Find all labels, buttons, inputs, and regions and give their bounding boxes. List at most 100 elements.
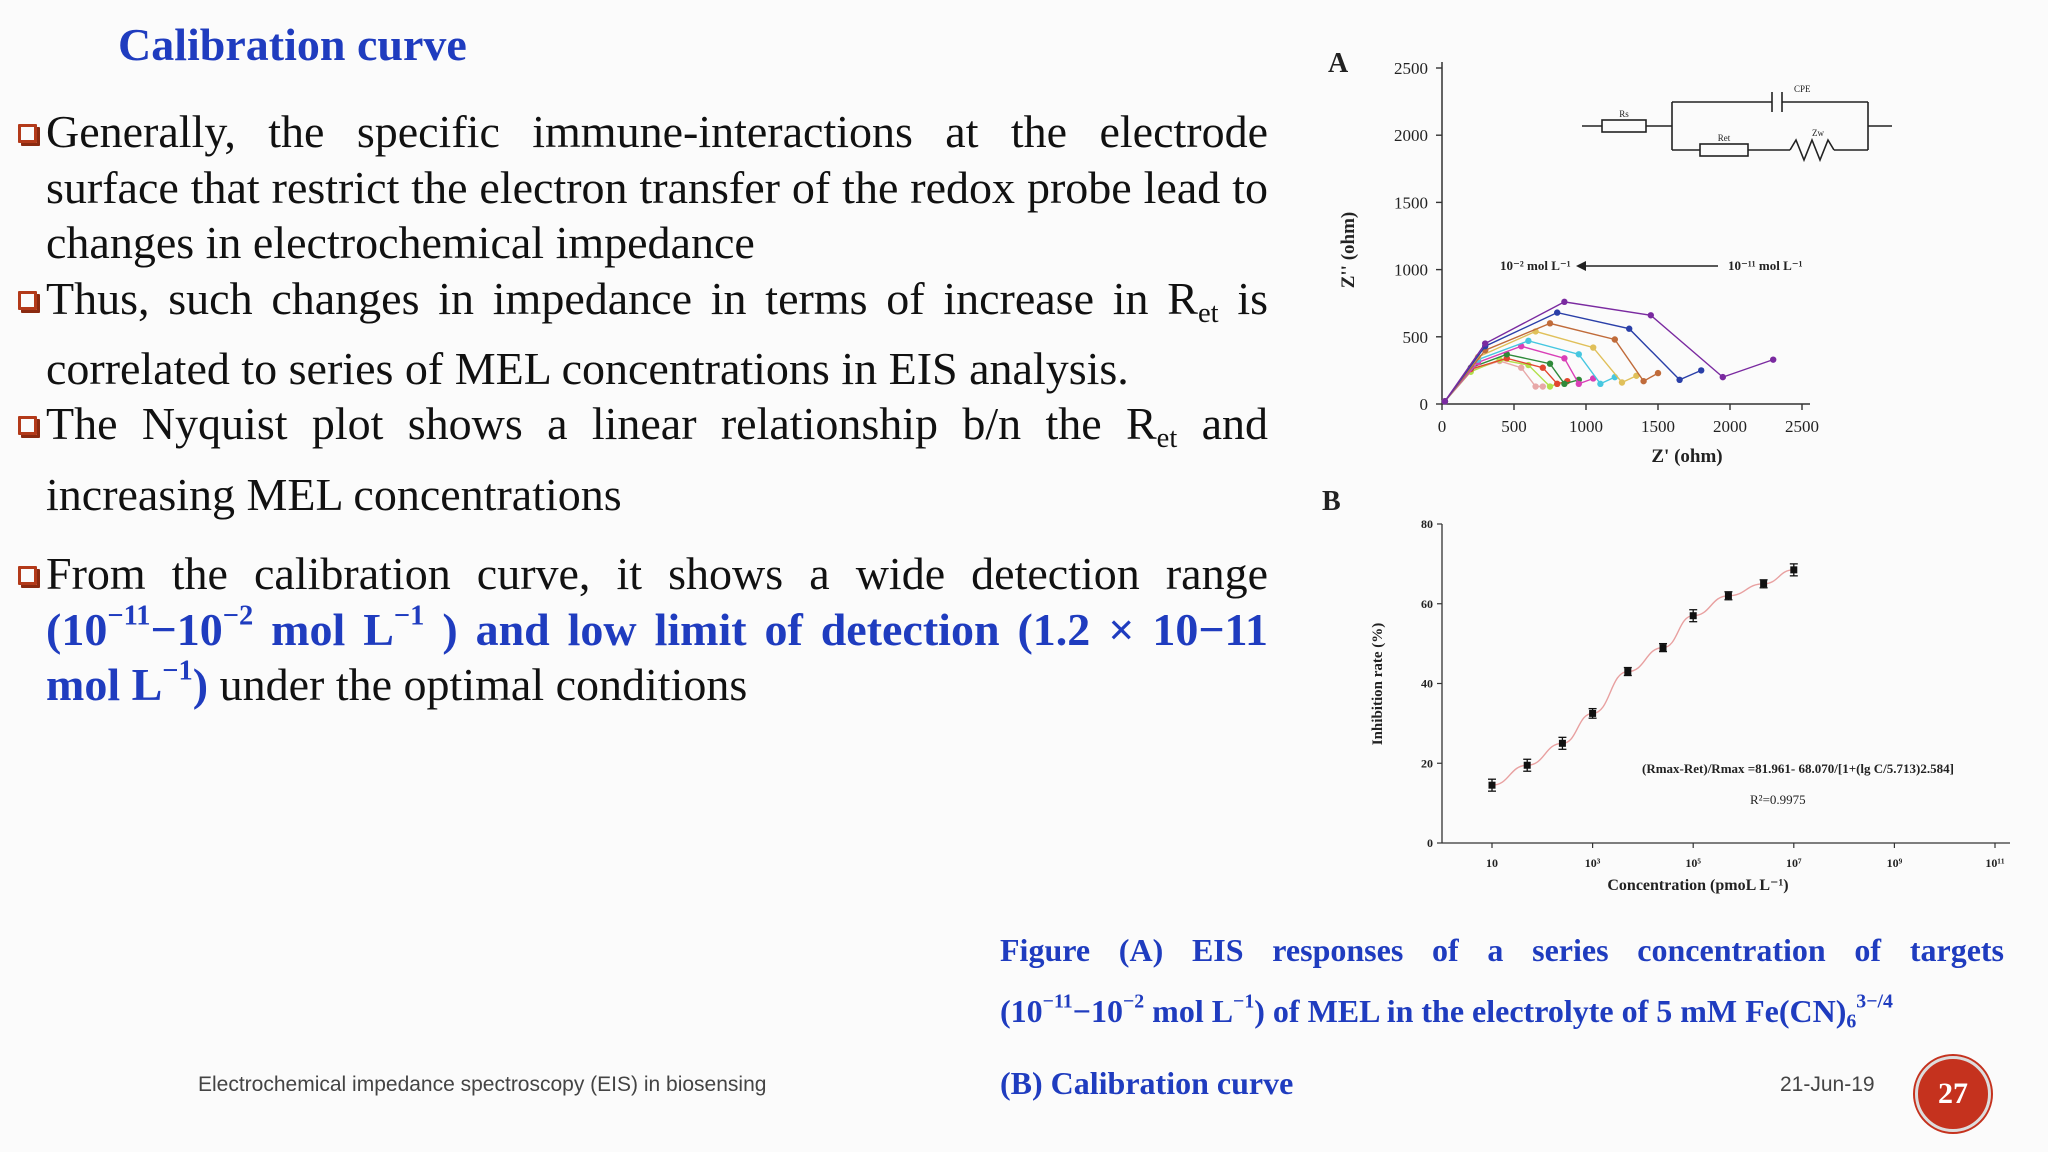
square-bullet-icon: [18, 566, 37, 586]
calibration-x-tick-label: 10: [1486, 856, 1498, 870]
nyquist-data-point: [1698, 367, 1705, 374]
nyquist-data-point: [1482, 340, 1489, 347]
bullet-text: Generally, the specific immune-interacti…: [46, 106, 1268, 268]
nyquist-data-point: [1719, 373, 1726, 381]
bullet-item: From the calibration curve, it shows a w…: [18, 546, 1268, 713]
calibration-chart: B 0 20 40 60 80 10 10³ 10⁵ 10⁷ 10⁹ 10¹¹ Inhibitio…: [1322, 486, 2010, 894]
nyquist-x-tick-label: 1000: [1569, 417, 1603, 436]
nyquist-y-tick-label: 2500: [1394, 59, 1428, 78]
bullet-list: Generally, the specific immune-interacti…: [18, 104, 1268, 713]
nyquist-x-tick-label: 0: [1438, 417, 1447, 436]
equivalent-circuit: [1582, 92, 1892, 163]
nyquist-data-point: [1518, 364, 1525, 371]
nyquist-data-point: [1597, 380, 1604, 388]
square-bullet-icon: [18, 416, 37, 436]
page-number-badge: 27: [1915, 1056, 1991, 1132]
circuit-ret-label: Ret: [1718, 133, 1731, 143]
nyquist-series-line: [1444, 301, 1774, 402]
panel-b-label: B: [1322, 486, 1341, 517]
nyquist-data-point: [1554, 380, 1561, 388]
nyquist-data-point: [1770, 356, 1777, 363]
nyquist-data-point: [1561, 355, 1568, 362]
bullet-text: The Nyquist plot shows a linear relation…: [46, 398, 1268, 520]
calibration-data-point: [1488, 781, 1496, 789]
caption-line-2: (10−11−10−2 mol L−1) of MEL in the elect…: [1000, 990, 1893, 1033]
calibration-data-point: [1689, 612, 1697, 620]
nyquist-y-label: Z'' (ohm): [1338, 212, 1359, 289]
nyquist-data-point: [1575, 351, 1582, 358]
caption-line-3: (B) Calibration curve: [1000, 1064, 1294, 1101]
calibration-y-label: Inhibition rate (%): [1370, 623, 1386, 746]
circuit-zw-label: Zw: [1812, 128, 1824, 138]
caption-line-1: Figure (A) EIS responses of a series con…: [1000, 932, 2004, 968]
nyquist-data-point: [1618, 379, 1626, 386]
nyquist-x-tick-label: 2500: [1785, 417, 1819, 436]
bullet-item: The Nyquist plot shows a linear relation…: [18, 396, 1268, 522]
footer-title: Electrochemical impedance spectroscopy (…: [198, 1073, 767, 1096]
nyquist-y-tick-label: 2000: [1394, 126, 1428, 145]
calibration-x-tick-label: 10⁷: [1786, 856, 1802, 870]
nyquist-x-label: Z' (ohm): [1651, 446, 1722, 467]
nyquist-chart: A 0 500 1000 1500 2000 2500 0 500 1000 1500 2000 2…: [1328, 48, 1892, 467]
fit-equation: (Rmax-Ret)/Rmax =81.961- 68.070/[1+(lg C…: [1642, 761, 1954, 776]
calibration-y-tick-label: 60: [1421, 597, 1433, 611]
panel-a-label: A: [1328, 48, 1349, 79]
calibration-x-tick-label: 10⁹: [1887, 856, 1903, 870]
footer-date: 21-Jun-19: [1780, 1073, 1875, 1096]
nyquist-data-point: [1546, 383, 1554, 390]
fit-curve: [1491, 569, 1794, 786]
arrow-left-label: 10⁻² mol L⁻¹: [1500, 258, 1571, 273]
calibration-data-point: [1760, 580, 1768, 588]
calibration-data-point: [1659, 644, 1667, 652]
calibration-x-tick-label: 10⁵: [1685, 856, 1701, 870]
calibration-x-label: Concentration (pmoL L⁻¹): [1607, 877, 1788, 894]
nyquist-data-point: [1539, 364, 1546, 371]
calibration-data-point: [1523, 761, 1531, 769]
nyquist-data-point: [1525, 337, 1532, 345]
nyquist-data-point: [1532, 383, 1539, 390]
nyquist-series-line: [1444, 311, 1702, 402]
calibration-x-tick-label: 10³: [1585, 856, 1601, 870]
bullet-item: Generally, the specific immune-interacti…: [18, 104, 1268, 271]
nyquist-data-point: [1640, 377, 1647, 385]
arrow-head-icon: [1576, 261, 1586, 271]
calibration-data-point: [1624, 668, 1632, 676]
figure-caption: Figure (A) EIS responses of a series con…: [1000, 920, 2004, 1114]
slide-title: Calibration curve: [118, 19, 467, 70]
calibration-y-tick-label: 20: [1421, 756, 1433, 770]
nyquist-data-point: [1561, 380, 1568, 388]
nyquist-y-tick-label: 500: [1403, 328, 1429, 347]
nyquist-data-point: [1590, 344, 1597, 351]
nyquist-data-point: [1546, 320, 1554, 327]
nyquist-data-point: [1654, 369, 1662, 377]
nyquist-data-point: [1554, 309, 1561, 316]
bullet-text: From the calibration curve, it shows a w…: [46, 548, 1268, 711]
arrow-right-label: 10⁻¹¹ mol L⁻¹: [1728, 258, 1803, 273]
nyquist-x-tick-label: 500: [1501, 417, 1527, 436]
highlight-range: (10−11−10−2 mol L−1 ) and low limit of d…: [46, 600, 1268, 711]
nyquist-y-tick-label: 0: [1420, 395, 1429, 414]
r-squared: R²=0.9975: [1750, 792, 1806, 807]
circuit-cpe-label: CPE: [1794, 84, 1811, 94]
calibration-y-tick-label: 80: [1421, 517, 1433, 531]
calibration-data-point: [1589, 709, 1597, 717]
nyquist-data-point: [1546, 360, 1554, 367]
nyquist-x-tick-label: 2000: [1713, 417, 1747, 436]
calibration-y-tick-label: 0: [1427, 836, 1433, 850]
circuit-rs-label: Rs: [1619, 109, 1629, 119]
nyquist-data-point: [1676, 376, 1683, 384]
calibration-y-tick-label: 40: [1421, 677, 1433, 691]
calibration-x-tick-label: 10¹¹: [1985, 856, 2005, 870]
nyquist-data-point: [1575, 380, 1582, 388]
calibration-data-point: [1724, 592, 1732, 600]
nyquist-data-point: [1561, 298, 1568, 306]
nyquist-data-point: [1539, 383, 1546, 390]
nyquist-x-tick-label: 1500: [1641, 417, 1675, 436]
calibration-data-point: [1790, 566, 1798, 574]
square-bullet-icon: [18, 124, 37, 143]
bullet-item: Thus, such changes in impedance in terms…: [18, 271, 1268, 397]
nyquist-data-point: [1611, 336, 1618, 343]
nyquist-data-point: [1647, 312, 1654, 319]
nyquist-y-tick-label: 1500: [1394, 193, 1428, 212]
nyquist-data-point: [1441, 398, 1449, 405]
